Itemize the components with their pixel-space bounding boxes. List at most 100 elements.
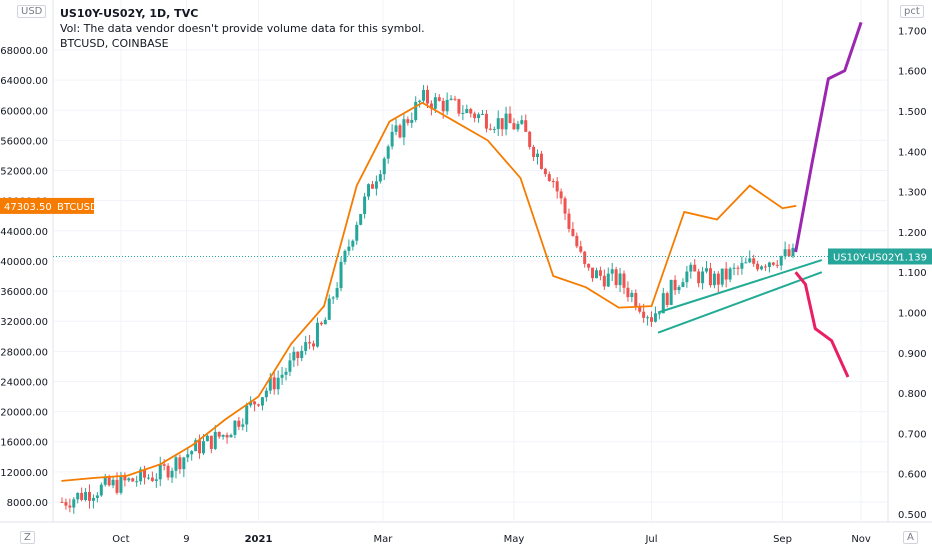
- legend-symbol[interactable]: US10Y-US02Y, 1D, TVC: [60, 7, 199, 20]
- btcusd-line: [61, 101, 796, 482]
- candle-body: [563, 198, 567, 214]
- right-tick-label: 1.300: [898, 188, 927, 199]
- candle-body: [661, 293, 665, 314]
- candle-body: [477, 114, 481, 119]
- candle-body: [363, 196, 367, 215]
- candle-body: [209, 435, 213, 449]
- candle-body: [551, 181, 555, 183]
- candle-body: [744, 262, 748, 264]
- candle-body: [146, 477, 150, 479]
- candle-body: [681, 282, 685, 287]
- candle-body: [602, 275, 606, 287]
- candle-body: [378, 174, 382, 182]
- candle-body: [284, 371, 288, 375]
- chart-legend: US10Y-US02Y, 1D, TVC Vol: The data vendo…: [60, 6, 425, 51]
- left-axis-unit[interactable]: USD: [17, 5, 47, 18]
- candle-body: [756, 263, 760, 270]
- candle-body: [536, 153, 540, 158]
- candle-body: [80, 492, 84, 500]
- candle-body: [201, 441, 205, 454]
- candle-body: [276, 377, 280, 390]
- candle-body: [319, 322, 323, 325]
- candle-body: [194, 440, 198, 452]
- left-tick-label: 44000.00: [0, 227, 48, 238]
- candle-body: [626, 287, 630, 298]
- btcusd-point: [93, 477, 96, 479]
- candle-body: [728, 268, 732, 280]
- time-zoom-button[interactable]: Z: [20, 531, 35, 544]
- candle-body: [225, 434, 229, 438]
- candle-body: [370, 184, 374, 189]
- candle-body: [532, 146, 536, 158]
- candle-body: [131, 478, 135, 482]
- candle-body: [312, 343, 316, 347]
- candle-body: [394, 125, 398, 132]
- candle-body: [712, 273, 716, 286]
- candle-body: [257, 404, 260, 406]
- candle-body: [473, 113, 477, 119]
- candle-body: [547, 174, 551, 182]
- candle-body: [441, 100, 445, 112]
- time-tick-label: 2021: [245, 534, 273, 545]
- candle-body: [685, 271, 689, 283]
- candle-body: [359, 214, 363, 225]
- candle-body: [638, 307, 642, 312]
- candle-body: [791, 247, 795, 257]
- candle-body: [587, 263, 591, 268]
- left-tick-label: 8000.00: [7, 498, 48, 509]
- left-tick-label: 60000.00: [0, 106, 48, 117]
- candle-body: [166, 465, 170, 478]
- candle-body: [614, 269, 618, 286]
- candle-body: [150, 477, 154, 481]
- candle-body: [410, 119, 414, 123]
- candle-body: [437, 97, 441, 101]
- candle-body: [453, 98, 457, 100]
- candle-body: [217, 431, 221, 437]
- candle-body: [539, 153, 543, 169]
- time-tick-label: Oct: [112, 534, 129, 545]
- legend-secondary-symbol[interactable]: BTCUSD, COINBASE: [60, 37, 169, 50]
- candle-body: [178, 457, 182, 470]
- candle-body: [575, 235, 579, 247]
- right-tick-label: 1.100: [898, 268, 927, 279]
- candle-body: [598, 270, 602, 276]
- time-tick-label: Nov: [851, 534, 871, 545]
- candle-body: [143, 469, 147, 478]
- candle-body: [84, 491, 88, 500]
- candle-body: [705, 268, 709, 272]
- candle-body: [390, 131, 394, 147]
- btcusd-point: [650, 305, 653, 307]
- candle-body: [88, 491, 92, 501]
- candle-body: [339, 261, 343, 289]
- auto-scale-button[interactable]: A: [903, 531, 918, 544]
- candle-body: [630, 292, 634, 298]
- candle-body: [433, 97, 437, 109]
- btcusd-point: [519, 177, 522, 179]
- candle-body: [653, 313, 657, 322]
- candle-body: [107, 477, 111, 486]
- candle-body: [650, 317, 653, 322]
- candle-body: [123, 475, 127, 481]
- candle-body: [622, 273, 626, 288]
- btcusd-point: [585, 286, 587, 289]
- candle-body: [198, 440, 202, 454]
- candle-body: [496, 118, 500, 129]
- candle-body: [186, 454, 190, 458]
- candle-body: [221, 434, 225, 437]
- candle-body: [205, 435, 209, 442]
- left-tick-label: 56000.00: [0, 136, 48, 147]
- time-tick-label: 9: [183, 534, 189, 545]
- left-tick-label: 68000.00: [0, 46, 48, 57]
- candle-body: [190, 451, 194, 455]
- right-axis-unit[interactable]: pct: [900, 5, 924, 18]
- left-tick-label: 64000.00: [0, 76, 48, 87]
- candle-body: [406, 119, 410, 123]
- candle-body: [634, 292, 638, 308]
- candle-body: [367, 184, 371, 197]
- candle-body: [665, 293, 669, 305]
- candle-body: [103, 477, 107, 485]
- candle-body: [720, 268, 724, 285]
- time-tick-label: Jul: [644, 534, 657, 545]
- btcusd-point: [781, 207, 784, 209]
